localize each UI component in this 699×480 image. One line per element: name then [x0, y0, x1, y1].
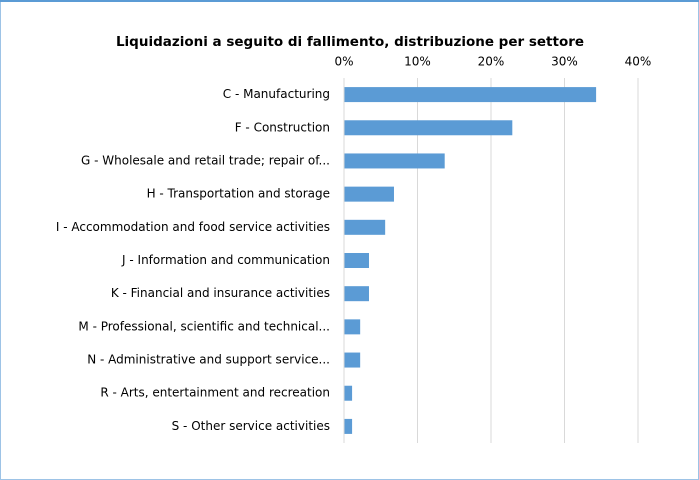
bar [344, 153, 445, 169]
bar [344, 219, 386, 235]
bar [344, 352, 361, 368]
x-tick-label: 30% [551, 55, 578, 69]
y-tick-label: S - Other service activities [172, 419, 330, 433]
x-tick-label: 40% [625, 55, 652, 69]
bar [344, 87, 597, 103]
bar [344, 253, 369, 268]
chart-title: Liquidazioni a seguito di fallimento, di… [116, 34, 584, 50]
y-tick-label: M - Professional, scientific and technic… [78, 319, 330, 333]
x-tick-label: 0% [334, 55, 353, 69]
bar [344, 418, 353, 434]
y-tick-label: G - Wholesale and retail trade; repair o… [81, 153, 330, 167]
bar [344, 385, 353, 401]
y-tick-label: H - Transportation and storage [147, 187, 330, 201]
bar [344, 120, 513, 136]
y-tick-label: R - Arts, entertainment and recreation [100, 386, 330, 400]
x-tick-label: 20% [478, 55, 505, 69]
y-tick-label: J - Information and communication [121, 253, 330, 267]
bar [344, 286, 369, 302]
y-tick-label: N - Administrative and support service..… [87, 353, 330, 367]
y-tick-label: I - Accommodation and food service activ… [56, 220, 330, 234]
y-tick-label: F - Construction [235, 120, 330, 134]
y-tick-label: C - Manufacturing [223, 87, 330, 101]
bar [344, 319, 361, 335]
bar [344, 186, 394, 202]
y-tick-label: K - Financial and insurance activities [111, 286, 330, 300]
x-tick-label: 10% [404, 55, 431, 69]
